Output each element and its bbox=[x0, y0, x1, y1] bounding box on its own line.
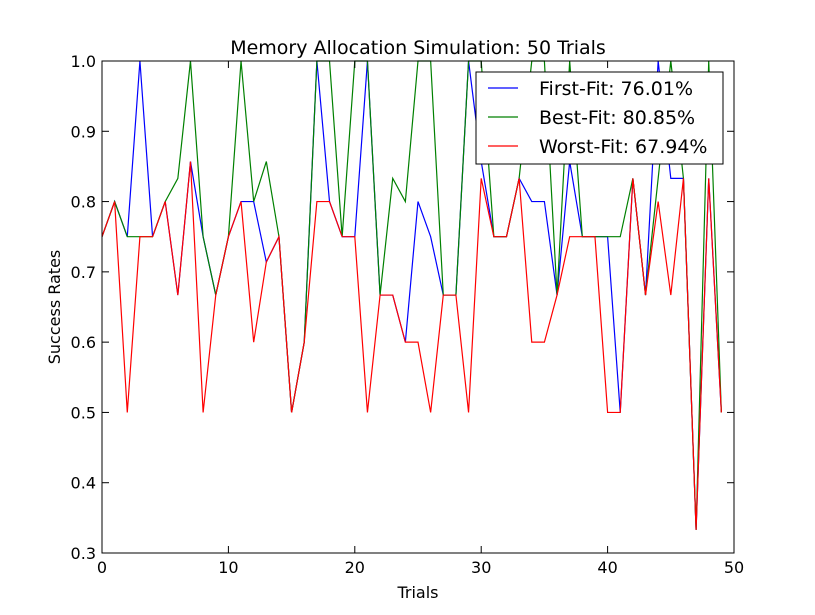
chart-title: Memory Allocation Simulation: 50 Trials bbox=[230, 37, 606, 59]
ticks-layer: 0 10 20 30 40 50 0.3 0.4 0.5 0.6 0.7 0.8 0.9 1.0 bbox=[71, 52, 745, 577]
y-tick-label: 1.0 bbox=[71, 52, 96, 71]
legend: First-Fit: 76.01% Best-Fit: 80.85% Worst… bbox=[475, 71, 724, 165]
legend-label-first-fit: First-Fit: 76.01% bbox=[539, 78, 693, 100]
series-layer bbox=[101, 60, 722, 530]
y-tick-label: 0.8 bbox=[71, 193, 96, 212]
plot-frame bbox=[101, 60, 735, 554]
x-tick-label: 40 bbox=[597, 558, 617, 577]
legend-label-best-fit: Best-Fit: 80.85% bbox=[539, 107, 695, 129]
x-axis-label: Trials bbox=[396, 583, 438, 602]
y-tick-label: 0.3 bbox=[71, 544, 96, 563]
y-tick-label: 0.5 bbox=[71, 403, 96, 422]
y-tick-label: 0.9 bbox=[71, 122, 96, 141]
y-tick-label: 0.4 bbox=[71, 474, 96, 493]
legend-label-worst-fit: Worst-Fit: 67.94% bbox=[539, 136, 707, 158]
series-line-2 bbox=[101, 161, 722, 530]
legend-box bbox=[475, 71, 724, 165]
x-tick-label: 20 bbox=[345, 558, 365, 577]
y-axis-label: Success Rates bbox=[45, 250, 64, 365]
x-tick-label: 30 bbox=[471, 558, 491, 577]
series-line-1 bbox=[101, 60, 722, 530]
y-tick-label: 0.6 bbox=[71, 333, 96, 352]
x-tick-label: 0 bbox=[97, 558, 107, 577]
x-tick-label: 10 bbox=[218, 558, 238, 577]
x-tick-label: 50 bbox=[724, 558, 744, 577]
y-tick-label: 0.7 bbox=[71, 263, 96, 282]
